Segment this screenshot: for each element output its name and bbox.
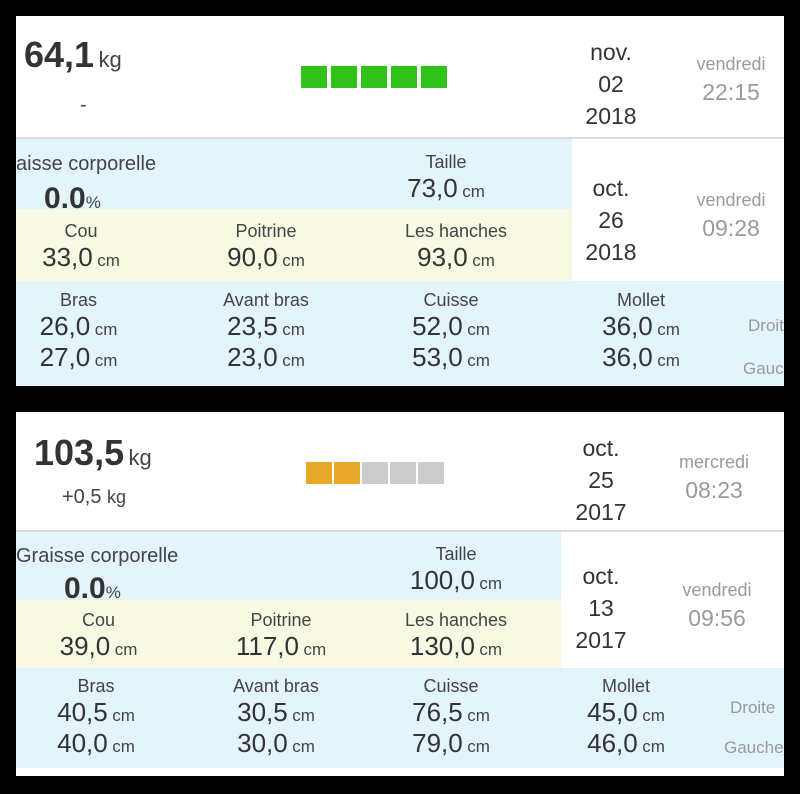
weight-value: 64,1 kg [24, 34, 122, 75]
entry-clock: 22:15 [702, 79, 760, 105]
trend-bar [390, 462, 416, 484]
measurement-day: 26 [598, 207, 624, 233]
trend-bar [361, 66, 387, 88]
weight-unit: kg [128, 445, 152, 470]
body-fat-value: 0.0% [44, 182, 101, 215]
taille-measurement: Taille 73,0 cm [371, 152, 521, 204]
cou-measurement: Cou 33,0 cm [42, 221, 120, 272]
entry-month: nov. [590, 39, 632, 65]
mollet-measurement: Mollet 45,0 cm 46,0 cm [587, 676, 665, 758]
taille-label: Taille [435, 544, 477, 564]
entry-time: vendredi 22:15 [676, 54, 784, 106]
avant-bras-measurement: Avant bras 30,5 cm 30,0 cm [233, 676, 319, 758]
side-label-right: Droit [748, 316, 784, 335]
entry-date: nov. 02 2018 [571, 36, 651, 132]
cou-measurement: Cou 39,0 cm [59, 610, 138, 661]
trend-bar [306, 462, 332, 484]
measurement-weekday: vendredi [682, 580, 752, 600]
weight-delta: - [80, 94, 87, 116]
side-label-right: Droite [730, 698, 776, 717]
poitrine-measurement: Poitrine 90,0 cm [227, 221, 305, 272]
entry-date: oct. 25 2017 [561, 432, 641, 528]
taille-measurement: Taille 100,0 cm [381, 544, 531, 596]
measurement-time: vendredi 09:56 [662, 580, 772, 632]
measurement-date: oct. 26 2018 [571, 172, 651, 268]
trend-bar [391, 66, 417, 88]
bras-measurement: Bras 26,0 cm 27,0 cm [39, 290, 118, 372]
trend-bar [421, 66, 447, 88]
measurement-clock: 09:56 [688, 605, 746, 631]
measurement-weekday: vendredi [696, 190, 766, 210]
measurement-year: 2018 [585, 239, 637, 265]
hanches-measurement: Les hanches 130,0 cm [404, 610, 508, 661]
measurement-year: 2017 [575, 627, 627, 653]
weight-unit: kg [98, 47, 122, 72]
entry-weekday: vendredi [696, 54, 766, 74]
avant-bras-measurement: Avant bras 23,5 cm 23,0 cm [223, 290, 309, 372]
bras-measurement: Bras 40,5 cm 40,0 cm [57, 676, 135, 758]
body-fat-value: 0.0% [64, 572, 121, 605]
weight-entry-card-1[interactable]: 64,1 kg - nov. 02 2018 vendredi 22:15 ai… [16, 16, 784, 386]
entry-weekday: mercredi [678, 452, 749, 472]
entry-day: 02 [598, 71, 624, 97]
measurement-time: vendredi 09:28 [676, 190, 784, 242]
hanches-measurement: Les hanches 93,0 cm [404, 221, 508, 272]
entry-day: 25 [588, 467, 614, 493]
weight-entry-card-2[interactable]: 103,5 kg +0,5 kg oct. 25 2017 mercredi 0… [16, 412, 784, 776]
body-fat-label: aisse corporelle [16, 153, 157, 175]
entry-clock: 08:23 [685, 477, 743, 503]
weight-delta: +0,5 kg [62, 486, 127, 508]
entry-year: 2018 [585, 103, 637, 129]
measurement-month: oct. [592, 175, 630, 201]
entry-month: oct. [582, 435, 620, 461]
entry-year: 2017 [575, 499, 627, 525]
measurement-day: 13 [588, 595, 614, 621]
trend-bar [418, 462, 444, 484]
cuisse-measurement: Cuisse 76,5 cm 79,0 cm [412, 676, 490, 758]
side-label-left: Gauc [743, 359, 784, 378]
side-label-left: Gauche [724, 738, 784, 757]
trend-bar [331, 66, 357, 88]
poitrine-measurement: Poitrine 117,0 cm [235, 610, 327, 661]
measurement-clock: 09:28 [702, 215, 760, 241]
taille-label: Taille [425, 152, 467, 172]
entry-time: mercredi 08:23 [659, 452, 769, 504]
trend-bar [362, 462, 388, 484]
weight-value: 103,5 kg [34, 432, 152, 473]
trend-bar [301, 66, 327, 88]
mollet-measurement: Mollet 36,0 cm 36,0 cm [602, 290, 680, 372]
measurement-date: oct. 13 2017 [561, 560, 641, 656]
trend-bar [334, 462, 360, 484]
body-fat-label: Graisse corporelle [16, 545, 179, 567]
cuisse-measurement: Cuisse 52,0 cm 53,0 cm [412, 290, 490, 372]
measurement-month: oct. [582, 563, 620, 589]
